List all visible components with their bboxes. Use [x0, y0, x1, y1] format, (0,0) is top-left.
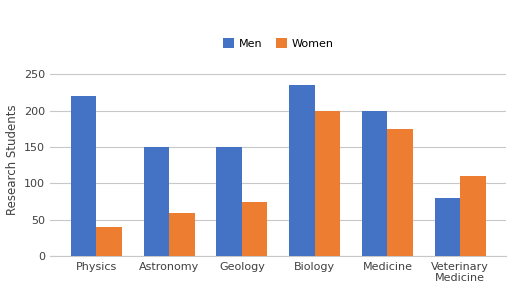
Bar [435, 198, 460, 256]
Y-axis label: Research Students: Research Students [6, 104, 18, 215]
Bar [289, 85, 315, 256]
Legend: Men, Women: Men, Women [219, 34, 338, 53]
Bar [242, 202, 267, 256]
Bar [315, 111, 340, 256]
Bar [362, 111, 388, 256]
Bar [169, 213, 195, 256]
Bar [71, 96, 96, 256]
Bar [217, 147, 242, 256]
Bar [388, 129, 413, 256]
Bar [460, 176, 486, 256]
Bar [96, 227, 122, 256]
Bar [144, 147, 169, 256]
